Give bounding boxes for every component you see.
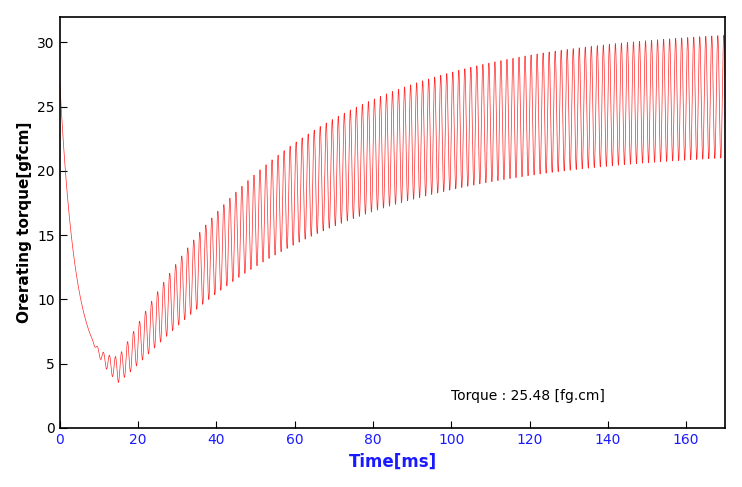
Y-axis label: Orerating torque[gfcm]: Orerating torque[gfcm] — [16, 122, 32, 323]
X-axis label: Time[ms]: Time[ms] — [349, 452, 436, 470]
Text: Torque : 25.48 [fg.cm]: Torque : 25.48 [fg.cm] — [451, 389, 605, 403]
